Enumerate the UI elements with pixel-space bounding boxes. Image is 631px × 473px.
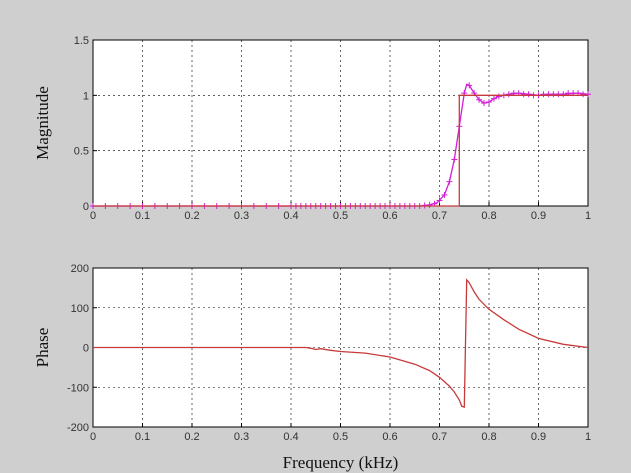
phase-x-tick-label: 0.5: [333, 431, 348, 443]
magnitude-series-line-2: [93, 94, 588, 207]
phase-series-line-0: [93, 278, 589, 408]
magnitude-y-tick-label: 0.5: [74, 146, 89, 158]
magnitude-x-tick-label: 0.5: [333, 210, 348, 222]
phase-y-tick-label: 200: [71, 263, 89, 275]
phase-x-tick-label: 0: [90, 431, 96, 443]
phase-x-tick-label: 0.7: [432, 431, 447, 443]
phase-y-tick-labels: -200 -100 0 100 200: [67, 263, 89, 434]
phase-plot: 0 0.1 0.2 0.3 0.4 0.5 0.6 0.7 0.8 0.9 1 -200 -100 0 1…: [33, 263, 591, 472]
magnitude-x-tick-label: 0.4: [283, 210, 298, 222]
phase-y-tick-label: -200: [67, 422, 89, 434]
magnitude-x-tick-label: 0.2: [184, 210, 199, 222]
magnitude-data-point: [476, 96, 483, 103]
magnitude-x-tick-label: 0.9: [531, 210, 546, 222]
magnitude-x-tick-label: 0: [90, 210, 96, 222]
magnitude-data-point: [560, 91, 567, 98]
magnitude-y-tick-label: 0: [83, 201, 89, 213]
magnitude-y-tick-label: 1.5: [74, 35, 89, 47]
phase-x-tick-label: 0.3: [234, 431, 249, 443]
magnitude-x-tick-label: 0.6: [382, 210, 397, 222]
magnitude-data-point: [426, 201, 433, 208]
magnitude-y-axis-label: Magnitude: [33, 86, 52, 160]
magnitude-data-point: [446, 178, 453, 185]
phase-x-tick-label: 0.8: [481, 431, 496, 443]
phase-y-tick-label: 100: [71, 303, 89, 315]
phase-y-tick-label: 0: [83, 343, 89, 355]
x-axis-label: Frequency (kHz): [283, 453, 399, 472]
phase-x-tick-label: 1: [585, 431, 591, 443]
magnitude-data-point: [451, 156, 458, 163]
magnitude-x-tick-label: 0.8: [481, 210, 496, 222]
phase-series: [93, 278, 589, 408]
phase-y-axis-label: Phase: [33, 328, 52, 368]
phase-x-tick-label: 0.9: [531, 431, 546, 443]
magnitude-data-point: [525, 91, 532, 98]
phase-x-tick-label: 0.2: [184, 431, 199, 443]
magnitude-data-point: [436, 197, 443, 204]
magnitude-y-tick-label: 1: [83, 90, 89, 102]
magnitude-data-point: [486, 98, 492, 105]
magnitude-data-point: [495, 93, 502, 100]
magnitude-axes-frame: [92, 39, 589, 207]
magnitude-data-point: [490, 95, 497, 102]
phase-y-tick-label: -100: [67, 382, 89, 394]
phase-x-tick-label: 0.4: [283, 431, 298, 443]
magnitude-series: [90, 82, 591, 209]
phase-grid: [92, 267, 589, 428]
magnitude-x-tick-label: 0.3: [234, 210, 249, 222]
magnitude-x-tick-label: 0.7: [432, 210, 447, 222]
magnitude-x-tick-label: 1: [585, 210, 591, 222]
phase-x-tick-label: 0.6: [382, 431, 397, 443]
magnitude-data-point: [505, 91, 512, 98]
magnitude-data-point: [441, 191, 448, 198]
magnitude-x-tick-label: 0.1: [135, 210, 150, 222]
magnitude-data-point: [481, 100, 488, 107]
magnitude-y-tick-labels: 0 0.5 1 1.5: [74, 35, 89, 213]
phase-x-tick-labels: 0 0.1 0.2 0.3 0.4 0.5 0.6 0.7 0.8 0.9 1: [90, 431, 591, 443]
phase-x-tick-label: 0.1: [135, 431, 150, 443]
magnitude-plot: 0 0.1 0.2 0.3 0.4 0.5 0.6 0.7 0.8 0.9 1 0 0.5 1 1.5 M…: [33, 35, 591, 222]
magnitude-data-point: [585, 91, 591, 98]
magnitude-data-point: [466, 82, 473, 89]
magnitude-x-tick-labels: 0 0.1 0.2 0.3 0.4 0.5 0.6 0.7 0.8 0.9 1: [90, 210, 591, 222]
